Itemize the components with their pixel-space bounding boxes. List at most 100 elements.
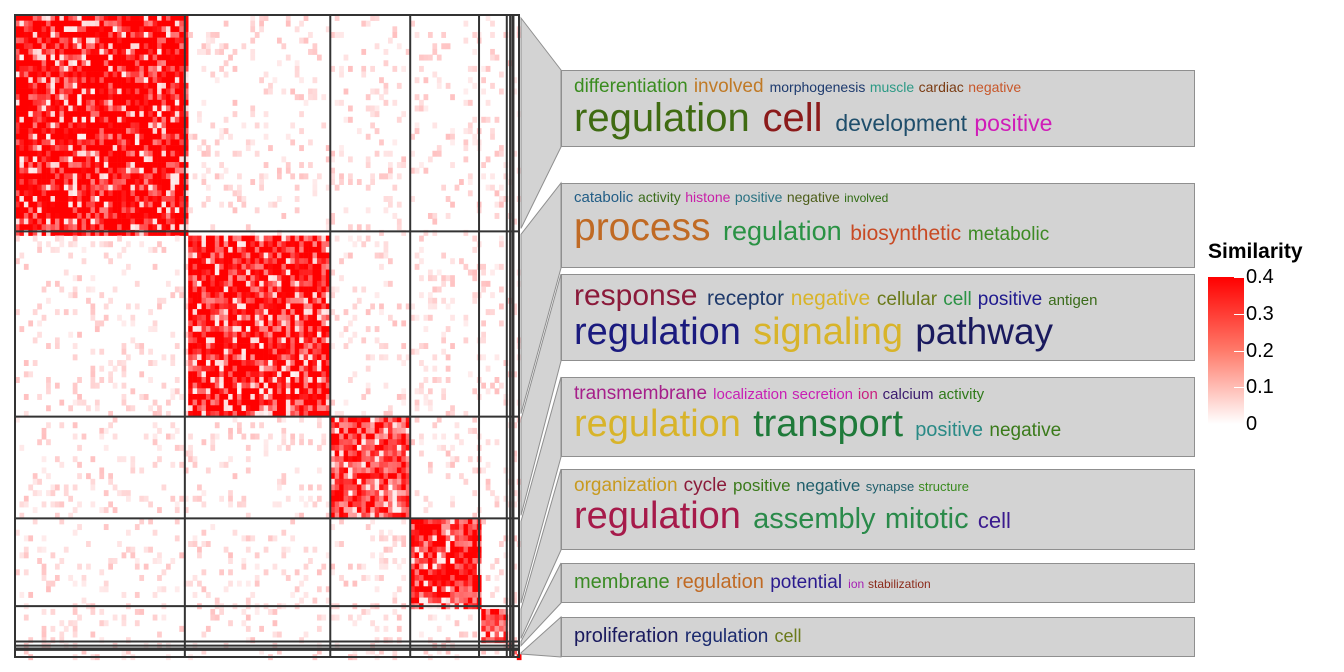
heatmap-cell	[37, 190, 42, 197]
heatmap-cell	[454, 518, 460, 525]
heatmap-cell	[494, 574, 500, 581]
heatmap-cell	[117, 196, 122, 202]
heatmap-cell	[374, 427, 380, 434]
heatmap-cell	[37, 167, 42, 174]
heatmap-cell	[46, 88, 51, 95]
heatmap-cell	[90, 224, 96, 231]
heatmap-cell	[165, 54, 171, 61]
heatmap-cell	[32, 71, 38, 78]
heatmap-cell	[490, 292, 495, 299]
heatmap-cell	[219, 314, 224, 321]
wordcloud-word: transport	[753, 403, 904, 445]
heatmap-cell	[290, 518, 296, 525]
heatmap-cell	[32, 156, 38, 163]
heatmap-cell	[348, 563, 353, 570]
heatmap-cell	[499, 620, 504, 627]
heatmap-cell	[330, 495, 336, 502]
heatmap-cell	[72, 82, 78, 89]
heatmap-cell	[121, 591, 127, 598]
heatmap-cell	[188, 343, 193, 350]
heatmap-cell	[23, 71, 29, 78]
heatmap-cell	[46, 439, 51, 446]
heatmap-cell	[325, 371, 331, 378]
heatmap-cell	[103, 15, 109, 21]
heatmap-cell	[237, 388, 242, 395]
heatmap-cell	[512, 309, 518, 316]
heatmap-cell	[223, 337, 229, 344]
heatmap-cell	[72, 399, 78, 406]
heatmap-cell	[165, 37, 171, 44]
heatmap-cell	[259, 286, 264, 293]
heatmap-cell	[68, 167, 74, 174]
heatmap-cell	[19, 99, 25, 106]
heatmap-cell	[99, 65, 105, 72]
heatmap-cell	[81, 60, 87, 67]
heatmap-cell	[228, 360, 233, 366]
heatmap-cell	[405, 478, 411, 485]
heatmap-cell	[108, 156, 113, 163]
heatmap-cell	[81, 31, 87, 38]
heatmap-cell	[134, 43, 140, 50]
heatmap-cell	[50, 139, 56, 146]
heatmap-cell	[112, 111, 118, 118]
heatmap-cell	[241, 286, 247, 293]
wordcloud-box-cluster-1: differentiation involved morphogenesis musc…	[561, 70, 1195, 147]
heatmap-cell	[86, 173, 91, 180]
heatmap-cell	[294, 252, 300, 259]
heatmap-cell	[441, 252, 447, 259]
heatmap-cell	[392, 461, 398, 468]
heatmap-cell	[308, 94, 313, 101]
heatmap-cell	[54, 512, 60, 519]
heatmap-cell	[86, 15, 91, 21]
heatmap-cell	[201, 292, 207, 299]
heatmap-cell	[312, 303, 318, 310]
heatmap-cell	[188, 326, 193, 333]
heatmap-cell	[356, 224, 362, 231]
heatmap-cell	[72, 196, 78, 202]
heatmap-cell	[32, 162, 38, 169]
heatmap-cell	[427, 314, 433, 321]
wordcloud-box-cluster-6: membrane regulation potential ion stabilizat…	[561, 563, 1195, 603]
heatmap-cell	[427, 303, 433, 310]
heatmap-cell	[15, 196, 20, 202]
heatmap-cell	[343, 54, 349, 61]
heatmap-cell	[241, 535, 247, 542]
heatmap-cell	[99, 77, 105, 84]
heatmap-cell	[419, 524, 424, 531]
heatmap-cell	[290, 286, 296, 293]
heatmap-cell	[54, 43, 60, 50]
heatmap-cell	[46, 156, 51, 163]
heatmap-cell	[339, 275, 344, 282]
heatmap-cell	[268, 82, 273, 89]
heatmap-cell	[290, 280, 296, 287]
heatmap-cell	[263, 252, 269, 259]
wordcloud-word: cardiac	[918, 79, 964, 95]
heatmap-cell	[197, 246, 202, 253]
heatmap-cell	[152, 71, 158, 78]
heatmap-cell	[414, 546, 420, 553]
heatmap-cell	[157, 558, 162, 564]
heatmap-cell	[232, 399, 238, 406]
heatmap-cell	[290, 399, 296, 406]
heatmap-cell	[259, 309, 264, 316]
heatmap-cell	[250, 286, 256, 293]
heatmap-cell	[188, 263, 193, 270]
heatmap-cell	[121, 348, 127, 355]
heatmap-cell	[121, 94, 127, 101]
wordcloud-word: pathway	[915, 311, 1054, 352]
heatmap-cell	[54, 77, 60, 84]
heatmap-cell	[170, 65, 176, 72]
heatmap-cell	[254, 314, 260, 321]
heatmap-cell	[392, 26, 398, 33]
heatmap-cell	[54, 196, 60, 202]
heatmap-cell	[481, 173, 486, 180]
heatmap-cell	[210, 292, 216, 299]
heatmap-cell	[237, 314, 242, 321]
heatmap-cell	[23, 99, 29, 106]
heatmap-cell	[126, 229, 131, 236]
wordcloud-word: regulation	[574, 96, 750, 140]
heatmap-cell	[41, 15, 47, 21]
heatmap-cell	[281, 360, 287, 366]
heatmap-cell	[485, 156, 491, 163]
wordcloud-word: signaling	[753, 311, 904, 353]
